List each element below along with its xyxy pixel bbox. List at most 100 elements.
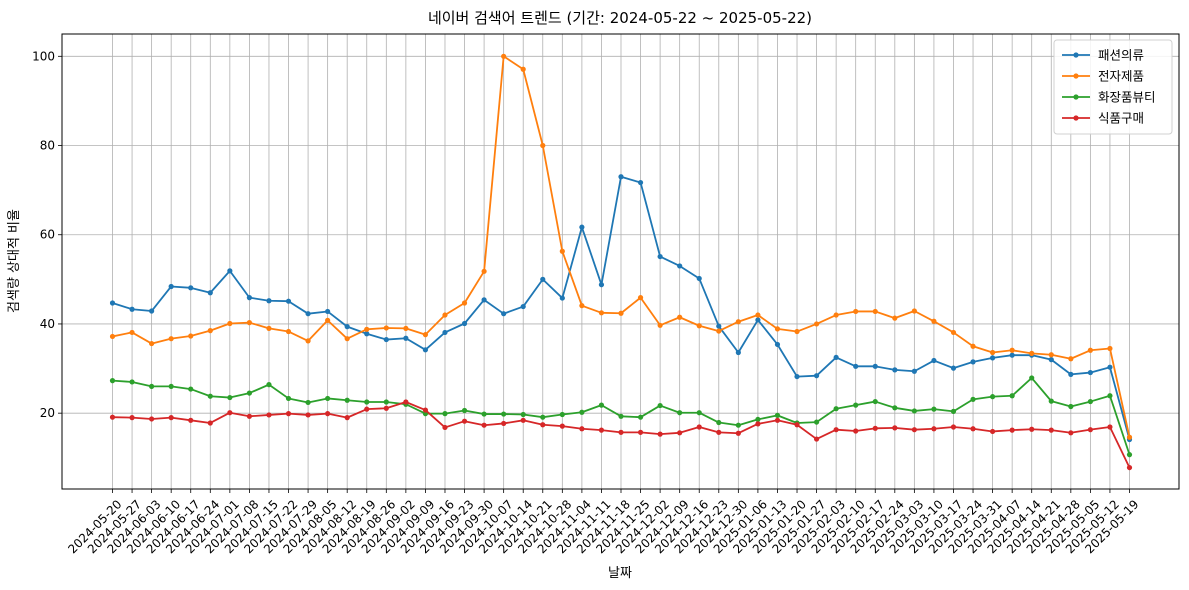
data-point <box>579 224 585 230</box>
data-point <box>403 335 409 341</box>
data-point <box>129 306 135 312</box>
data-point <box>637 179 644 186</box>
data-point <box>364 399 370 405</box>
data-point <box>1087 347 1093 353</box>
data-point <box>481 411 487 417</box>
data-point <box>853 363 859 369</box>
data-point <box>520 417 526 423</box>
data-point <box>266 325 272 332</box>
data-point <box>735 319 741 325</box>
x-axis: 2024-05-202024-05-272024-06-032024-06-10… <box>65 489 1142 556</box>
data-point <box>853 308 859 315</box>
data-point <box>696 424 702 430</box>
data-point <box>403 399 409 405</box>
legend-marker <box>1073 94 1079 100</box>
data-point <box>246 390 253 396</box>
data-point <box>755 312 761 318</box>
data-point <box>188 417 194 423</box>
data-point <box>481 297 487 303</box>
data-point <box>1107 393 1113 399</box>
legend-item: 식품구매 <box>1062 111 1144 126</box>
data-point <box>598 427 605 433</box>
legend-marker <box>1073 73 1079 79</box>
data-point <box>109 333 116 340</box>
data-point <box>344 397 350 403</box>
series-2 <box>109 53 1133 440</box>
data-point <box>266 412 272 418</box>
series-3 <box>109 375 1133 458</box>
data-point <box>383 405 389 411</box>
data-point <box>1087 369 1093 376</box>
data-point <box>716 419 722 426</box>
data-point <box>794 422 800 428</box>
data-point <box>325 411 331 417</box>
data-point <box>598 310 605 316</box>
data-point <box>716 323 722 329</box>
data-point <box>364 406 370 412</box>
data-point <box>1048 352 1054 358</box>
data-point <box>1107 364 1113 370</box>
y-axis: 20 40 60 80 100 <box>32 49 62 420</box>
data-point <box>618 429 624 435</box>
data-point <box>911 368 917 374</box>
data-point <box>950 329 957 336</box>
data-point <box>325 308 331 315</box>
data-point <box>931 406 937 412</box>
data-point <box>442 329 448 336</box>
data-point <box>383 336 389 343</box>
data-point <box>735 422 741 428</box>
data-point <box>246 413 253 419</box>
data-point <box>559 248 565 254</box>
data-point <box>735 349 741 356</box>
data-point <box>285 411 292 417</box>
data-point <box>950 365 957 371</box>
data-point <box>1009 393 1015 399</box>
data-point <box>813 436 820 442</box>
data-point <box>677 430 683 436</box>
data-point <box>657 431 663 437</box>
data-point <box>950 424 957 430</box>
data-point <box>383 325 389 331</box>
data-point <box>794 373 800 380</box>
data-point <box>989 349 996 356</box>
data-point <box>305 311 311 317</box>
data-point <box>227 394 233 401</box>
data-point <box>461 320 468 327</box>
data-point <box>305 399 311 406</box>
data-point <box>1009 347 1015 353</box>
data-point <box>774 341 781 348</box>
data-point <box>1048 357 1054 363</box>
data-point <box>129 379 135 385</box>
data-point <box>344 336 350 342</box>
data-point <box>129 329 135 336</box>
data-point <box>989 394 996 400</box>
data-point <box>618 413 624 419</box>
y-tick-label: 20 <box>40 406 55 420</box>
data-point <box>305 412 311 418</box>
data-point <box>364 326 370 332</box>
data-point <box>403 325 409 332</box>
data-point <box>1087 427 1093 433</box>
legend-label: 패션의류 <box>1098 48 1144 63</box>
data-point <box>344 324 350 330</box>
data-point <box>266 298 272 304</box>
data-point <box>755 421 761 427</box>
data-point <box>501 411 507 417</box>
data-point <box>325 395 331 402</box>
data-point <box>501 420 507 427</box>
data-point <box>833 427 839 433</box>
data-point <box>149 416 155 422</box>
data-point <box>227 268 233 274</box>
data-point <box>696 410 702 416</box>
plot-frame <box>61 33 1180 490</box>
data-point <box>559 411 565 418</box>
data-point <box>637 429 644 435</box>
data-point <box>598 402 605 408</box>
data-point <box>207 290 213 296</box>
data-point <box>285 298 292 304</box>
data-point <box>1126 464 1133 471</box>
data-point <box>305 338 311 344</box>
data-point <box>911 427 917 433</box>
data-point <box>540 414 546 420</box>
data-point <box>853 428 859 434</box>
